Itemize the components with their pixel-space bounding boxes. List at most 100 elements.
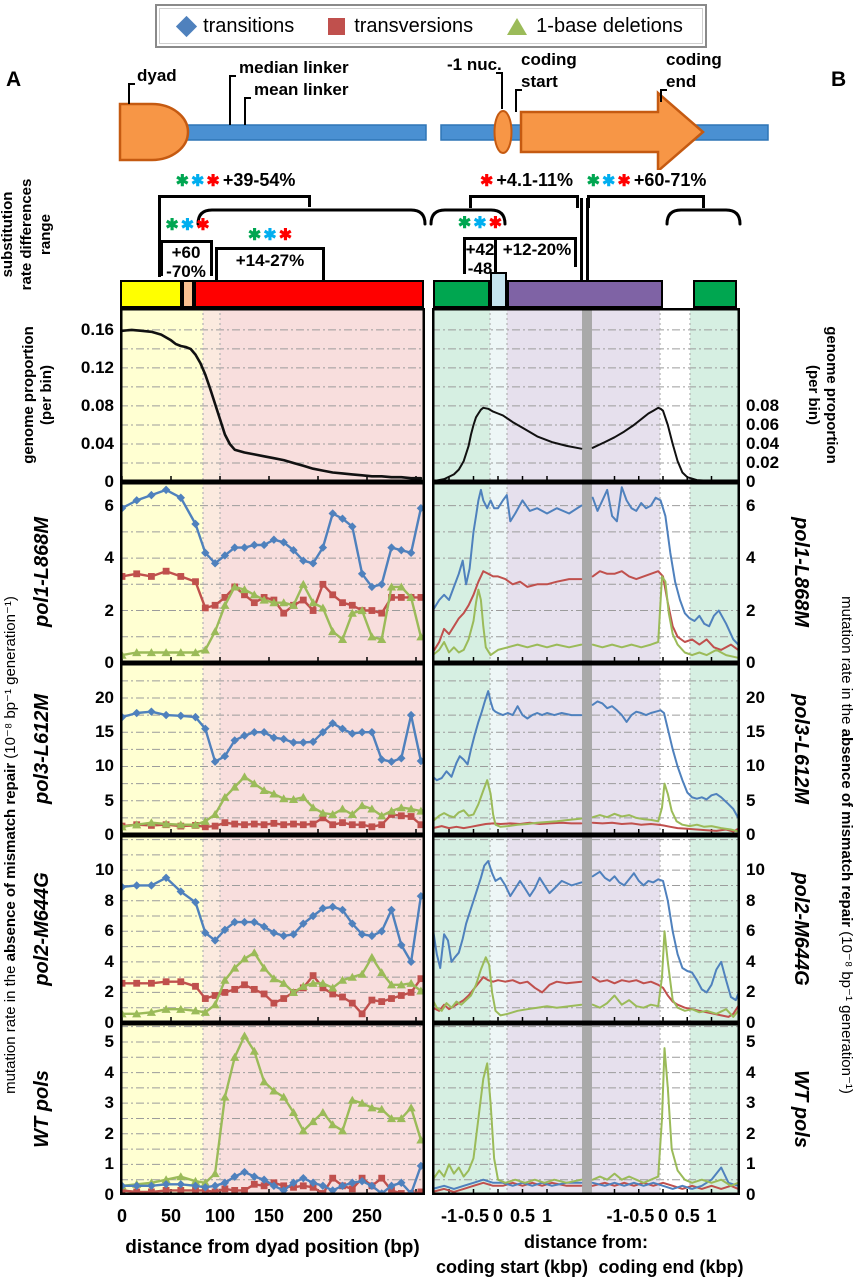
- blue-asterisk-icon: ✱: [263, 227, 277, 244]
- x-tick-label-dyad: 250: [351, 1206, 383, 1226]
- gene-arrow-icon: [519, 90, 705, 170]
- coding-start-label-1: coding: [521, 50, 577, 69]
- y-tick-label-pol1-right: 6: [746, 495, 756, 515]
- red-asterisk-icon: ✱: [617, 173, 631, 190]
- y-tick-label-pol2-left: 10: [95, 860, 114, 880]
- annotation-text: +4.1-11%: [496, 170, 573, 190]
- annotation-60-70-stars: ✱ ✱ ✱: [150, 215, 225, 235]
- y-tick-label-gp-right: 0.06: [746, 414, 780, 434]
- side-label-bold: absence of mismatch repair: [838, 728, 855, 928]
- chart-wt-left: [120, 1023, 425, 1195]
- arc-linker-region: [196, 208, 427, 226]
- y-tick-label-gp-left: 0.16: [80, 319, 114, 339]
- asterisks: ✱: [478, 173, 495, 190]
- legend-item-transitions: transitions: [175, 14, 295, 38]
- y-tick-label-pol3-left: 20: [95, 687, 114, 707]
- y-tick-label-pol2-right: 10: [746, 860, 765, 880]
- asterisks: ✱ ✱ ✱: [585, 173, 633, 190]
- chart-pol2-left: [120, 835, 425, 1023]
- bracket-4-11-leg: [576, 195, 579, 208]
- legend-label: transitions: [203, 14, 295, 37]
- bracket-14-27: [215, 247, 325, 250]
- y-tick-label-pol3-left: 15: [95, 722, 114, 742]
- x-tick-label-dyad: 100: [204, 1206, 236, 1226]
- y-tick-label-wt-left: 1: [104, 1154, 114, 1174]
- y-tick-label-gp-left: 0.12: [80, 357, 114, 377]
- x-tick-label-coding-end: -1: [606, 1206, 623, 1226]
- x-tick-label-dyad: 200: [302, 1206, 334, 1226]
- red-asterisk-icon: ✱: [206, 173, 220, 190]
- blue-asterisk-icon: ✱: [602, 173, 616, 190]
- chart-pol3-left: [120, 663, 425, 835]
- side-label-bold: absence of mismatch repair: [2, 762, 19, 962]
- bracket-12-20: [497, 237, 577, 240]
- dna-bar-left: [182, 124, 427, 141]
- y-tick-label-pol1-left: 2: [104, 600, 114, 620]
- x-tick-label-dyad: 0: [116, 1206, 127, 1226]
- region-bar-linker-red: [194, 280, 424, 308]
- transversions-square-icon: [328, 17, 346, 35]
- y-tick-label-pol3-left: 5: [104, 790, 114, 810]
- y-tick-label-pol2-right: 4: [746, 951, 756, 971]
- panel-a-label: A: [6, 68, 22, 91]
- annotation-60-71: ✱ ✱ ✱ +60-71%: [580, 171, 712, 191]
- row-label-wt-right: WT pols: [790, 1070, 812, 1148]
- arc-after-coding-end: [665, 208, 742, 226]
- x-tick-label-coding-end: 1: [706, 1206, 717, 1226]
- median-linker-label: median linker: [239, 58, 349, 77]
- y-tick-label-wt-left: 2: [104, 1123, 114, 1143]
- y-tick-label-gp-left: 0.04: [80, 433, 114, 453]
- red-asterisk-icon: ✱: [196, 217, 210, 234]
- y-tick-label-pol3-right: 5: [746, 790, 756, 810]
- y-tick-label-pol3-left: 10: [95, 756, 114, 776]
- y-tick-label-pol1-left: 4: [104, 548, 114, 568]
- mutation-rate-axis-label-right: mutation rate in the absence of mismatch…: [835, 450, 857, 1240]
- legend-label: 1-base deletions: [536, 14, 683, 37]
- y-tick-label-pol2-right: 2: [746, 982, 756, 1002]
- x-tick-label-coding-start: -1: [440, 1206, 457, 1226]
- y-tick-label-wt-right: 4: [746, 1062, 756, 1082]
- legend-label: transversions: [354, 14, 474, 37]
- y-tick-label-pol3-right: 0: [746, 825, 756, 844]
- chart-gp-left: [120, 308, 425, 482]
- annotation-14-27-stars: ✱ ✱ ✱: [217, 225, 323, 245]
- y-tick-label-wt-right: 3: [746, 1093, 756, 1113]
- annotation-14-27: +14-27%: [235, 251, 305, 270]
- region-bar-upstream-green: [433, 280, 490, 308]
- deletions-triangle-icon: [507, 17, 528, 35]
- y-tick-label-gp-right: 0.02: [746, 452, 780, 472]
- coding-end-label-2: end: [666, 72, 697, 91]
- annotation-42-48-line2: -48: [467, 259, 493, 278]
- annotation-60-70-line1: +60: [171, 243, 201, 262]
- minus1-nuc-label: -1 nuc.: [447, 55, 502, 74]
- green-asterisk-icon: ✱: [457, 215, 472, 232]
- y-tick-label-pol1-left: 0: [104, 653, 114, 672]
- half-nucleosome-icon: [118, 102, 190, 162]
- x-tick-label-coding-start: -0.5: [457, 1206, 490, 1226]
- gene-schematic: [118, 72, 769, 170]
- x-tick-label-coding-end: -0.5: [623, 1206, 655, 1226]
- asterisks: ✱ ✱ ✱: [163, 217, 211, 234]
- side-label-pre: mutation rate in the: [2, 961, 19, 1094]
- y-tick-label-pol2-left: 6: [104, 921, 114, 941]
- bracket-14-27-leg: [215, 247, 218, 281]
- y-tick-label-wt-right: 5: [746, 1031, 756, 1051]
- y-tick-label-pol1-right: 0: [746, 653, 756, 672]
- y-tick-label-pol3-right: 10: [746, 756, 765, 776]
- y-tick-label-wt-left: 0: [104, 1185, 114, 1204]
- bracket-60-70: [160, 240, 213, 243]
- y-tick-label-pol1-right: 2: [746, 600, 756, 620]
- y-tick-label-pol2-right: 6: [746, 921, 756, 941]
- y-tick-label-wt-left: 4: [104, 1062, 114, 1082]
- annotation-4-11: ✱ +4.1-11%: [470, 171, 582, 191]
- row-label-pol1-right: pol1-L868M: [790, 516, 812, 628]
- x-tick-label-dyad: 150: [253, 1206, 285, 1226]
- transitions-diamond-icon: [175, 15, 198, 37]
- x-tick-label-coding-start: 0.5: [509, 1206, 536, 1226]
- chart-pol1-right: [432, 482, 740, 663]
- red-asterisk-icon: ✱: [480, 173, 494, 190]
- minus1-nucleosome-icon: [493, 110, 513, 154]
- chart-wt-right: [432, 1023, 740, 1195]
- y-tick-label-gp-right: 0: [746, 472, 756, 491]
- asterisks: ✱ ✱ ✱: [456, 215, 504, 232]
